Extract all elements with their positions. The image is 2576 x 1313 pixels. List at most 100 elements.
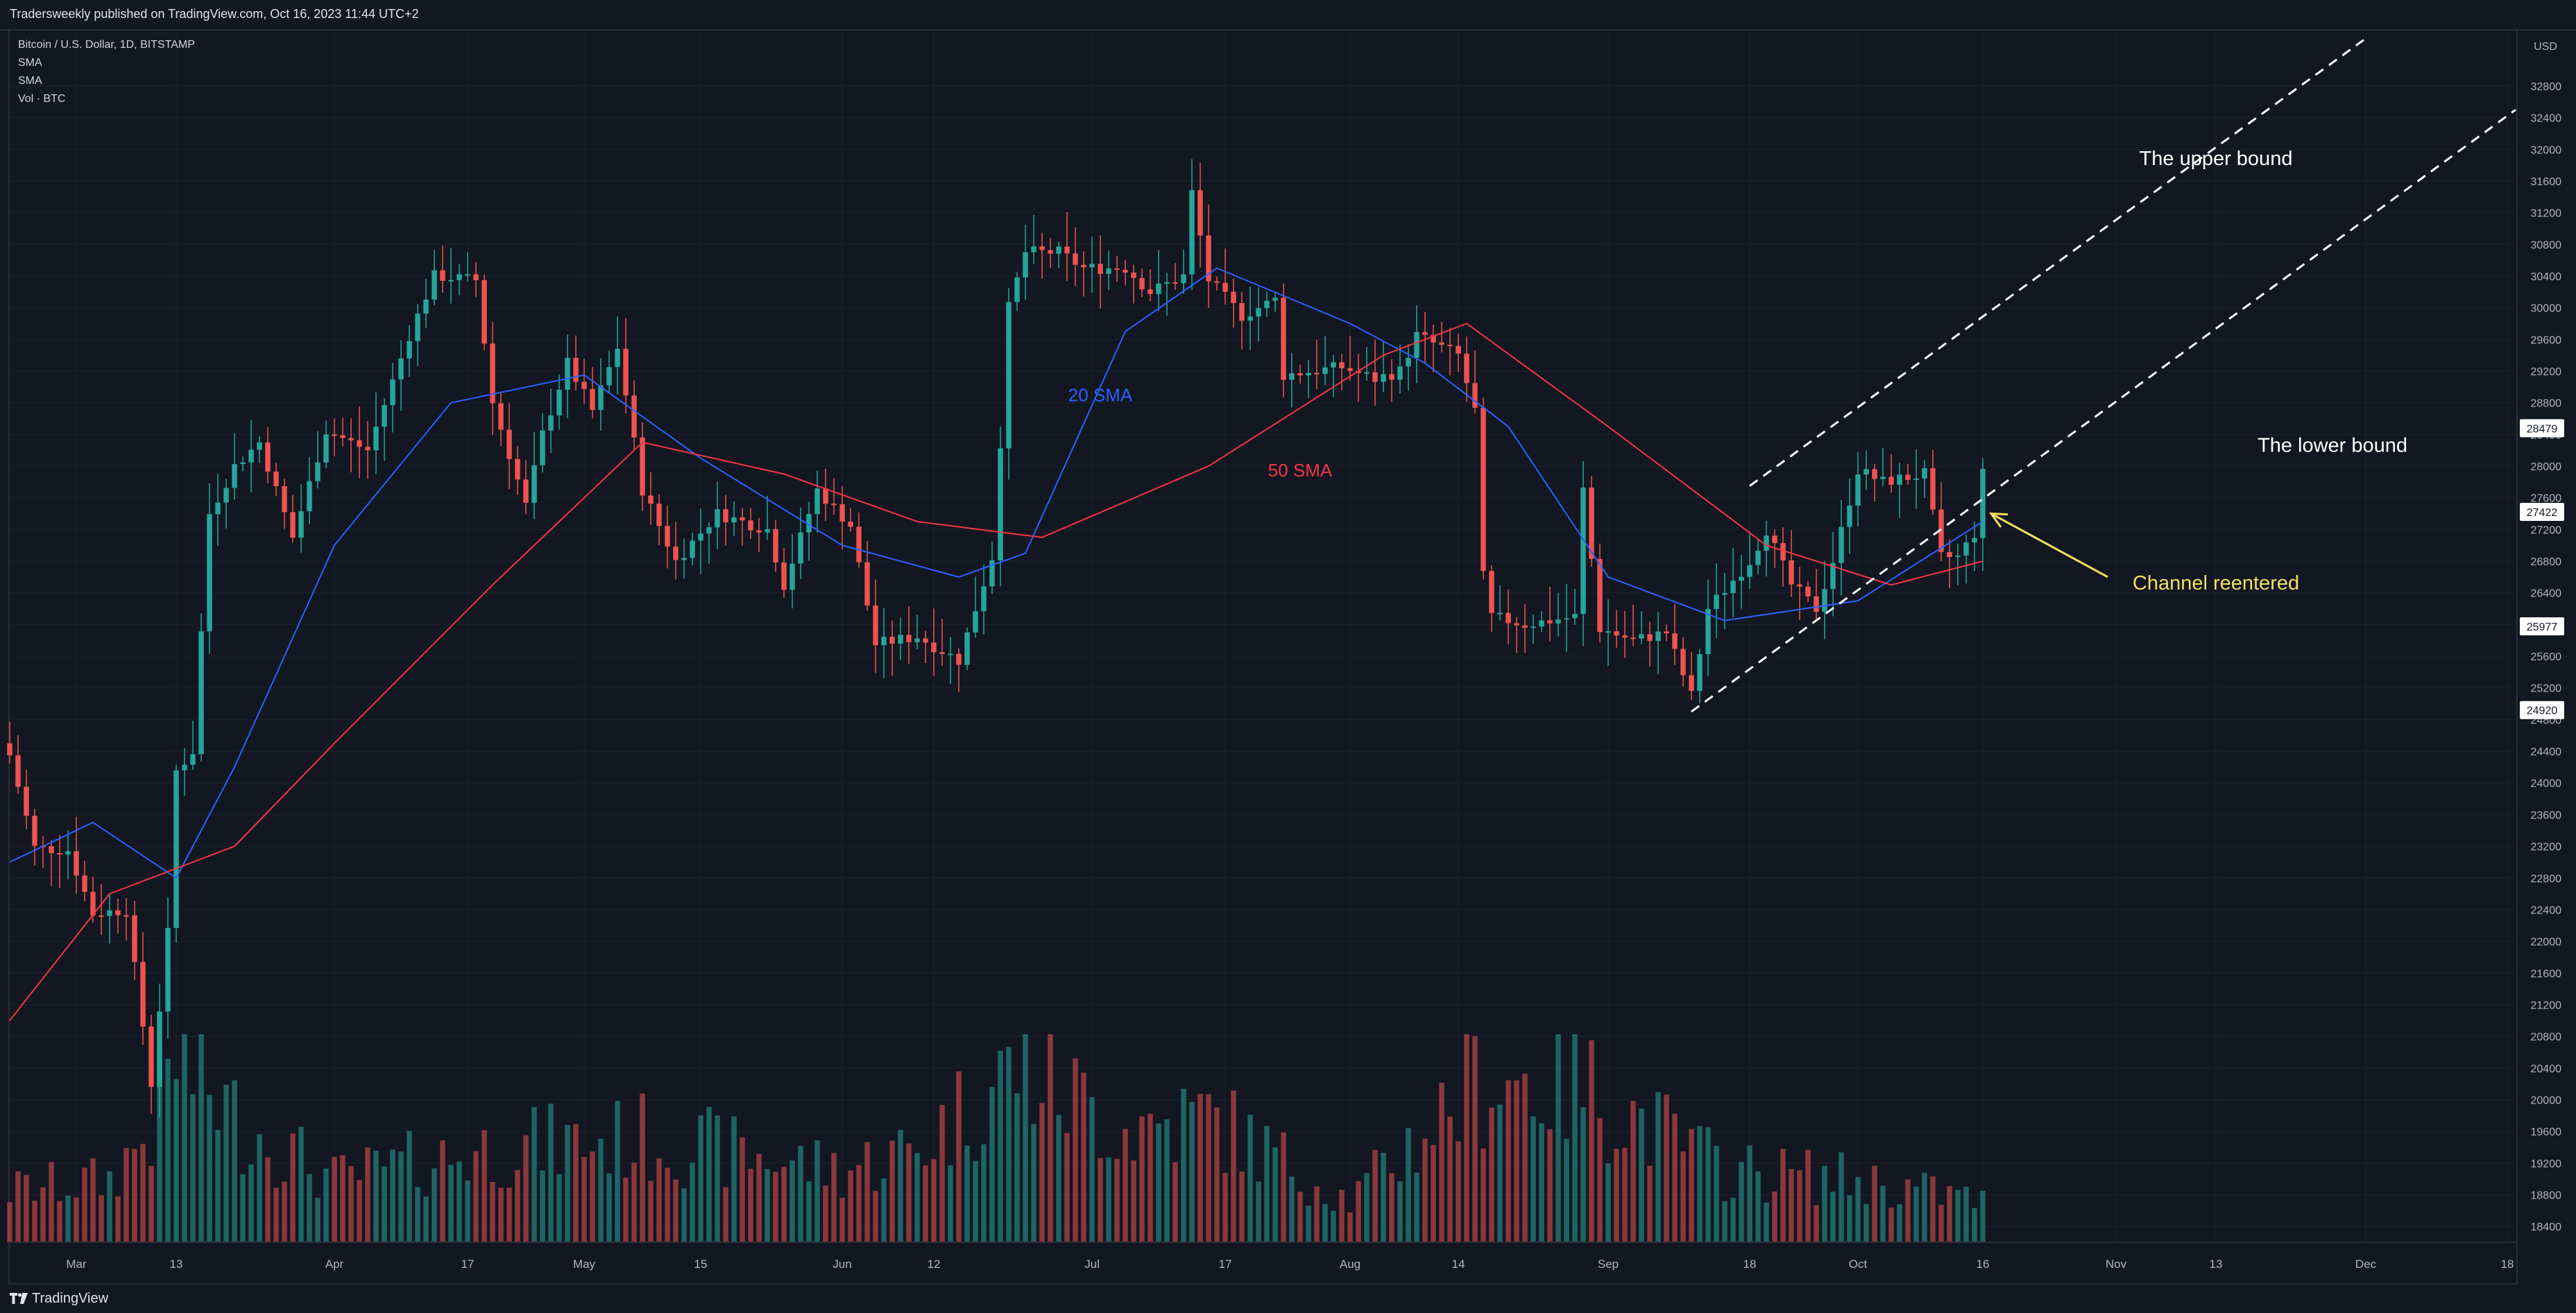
volume-bar <box>831 1153 837 1242</box>
candle-body <box>681 558 687 560</box>
price-tick-label: 22400 <box>2531 904 2562 916</box>
candle-body <box>99 915 104 917</box>
candle-body <box>765 529 770 533</box>
candle-body <box>1197 190 1203 236</box>
candle-body <box>373 427 379 451</box>
volume-bar <box>1855 1177 1861 1242</box>
volume-bar <box>1264 1126 1270 1242</box>
candle-body <box>473 274 479 280</box>
volume-bar <box>1139 1116 1145 1242</box>
channel-trendlines[interactable] <box>1691 37 2516 713</box>
candle-body <box>323 434 329 463</box>
volume-bar <box>1664 1095 1669 1242</box>
candle-body <box>1522 625 1528 628</box>
candle-body <box>1189 190 1195 275</box>
time-axis[interactable]: Mar 13 Apr 17 May 15 Jun 12 Jul 17 Aug 14 Sep 18 Oct 16… <box>8 1242 2517 1271</box>
candle-body <box>498 403 504 430</box>
candle-body <box>1814 596 1819 612</box>
volume-bar <box>1422 1138 1428 1242</box>
volume-bar <box>1397 1181 1403 1242</box>
candle-body <box>1655 631 1661 642</box>
volume-bar <box>15 1171 21 1242</box>
volume-bar <box>1764 1202 1769 1242</box>
volume-bar <box>906 1143 912 1242</box>
candle-body <box>1356 370 1361 373</box>
time-tick-label: 12 <box>928 1258 941 1271</box>
volume-bar <box>581 1157 587 1242</box>
candle-body <box>898 635 903 644</box>
volume-bar <box>1456 1141 1461 1242</box>
candle-body <box>1980 468 1986 538</box>
volume-bar <box>1772 1191 1777 1242</box>
legend-sma-2[interactable]: SMA <box>18 75 42 87</box>
volume-bar <box>182 1034 187 1242</box>
candle-body <box>1880 477 1886 479</box>
volume-bar <box>1922 1172 1927 1242</box>
volume-bar <box>1505 1080 1511 1242</box>
candle-body <box>1739 576 1744 581</box>
volume-bar <box>631 1162 637 1242</box>
candle-body <box>740 517 745 521</box>
legend-sma-1[interactable]: SMA <box>18 57 42 69</box>
volume-bar <box>1356 1181 1361 1242</box>
volume-bar <box>1081 1072 1086 1242</box>
candle-body <box>981 586 987 612</box>
candle-body <box>1331 362 1336 368</box>
price-tick-label: 23200 <box>2531 841 2562 853</box>
time-tick-label: Apr <box>325 1258 344 1271</box>
volume-bar <box>132 1149 137 1242</box>
volume-bar <box>556 1174 562 1242</box>
footer-brand[interactable]: TradingView <box>32 1291 109 1306</box>
candle-body <box>1114 268 1120 271</box>
candle-body <box>631 395 637 438</box>
annotation-arrow-head-icon <box>1988 512 2008 528</box>
legend-volume[interactable]: Vol · BTC <box>18 93 66 105</box>
volume-bar <box>998 1051 1003 1242</box>
volume-bar <box>198 1034 204 1242</box>
volume-bar <box>1672 1113 1678 1242</box>
candles <box>7 159 1986 1118</box>
candle-body <box>1639 634 1644 639</box>
volume-bar <box>1514 1080 1519 1242</box>
volume-bar <box>590 1151 595 1242</box>
volume-bar <box>32 1201 37 1242</box>
volume-bar <box>1364 1173 1370 1242</box>
volume-bar <box>57 1201 62 1242</box>
footer: TradingView <box>0 1285 2576 1313</box>
volume-bar <box>1530 1116 1536 1242</box>
candle-body <box>1264 300 1270 309</box>
price-axis[interactable]: USD 32800 32400 32000 31600 31200 30800 30400 30… <box>2516 31 2574 1285</box>
volume-bar <box>731 1116 737 1242</box>
candle-body <box>1947 551 1952 558</box>
candle-body <box>273 471 279 486</box>
volume-bar <box>49 1162 54 1242</box>
volume-bar <box>1780 1149 1786 1242</box>
candle-body <box>914 638 920 642</box>
candle-body <box>1023 252 1028 277</box>
candle-body <box>190 754 196 765</box>
candle-body <box>1381 374 1386 382</box>
time-tick-label: Mar <box>66 1258 87 1271</box>
volume-bar <box>1056 1115 1061 1242</box>
candle-body <box>706 527 712 534</box>
price-marker-label: 28479 <box>2527 423 2558 435</box>
volume-bar <box>490 1182 495 1242</box>
time-tick-label: 15 <box>694 1258 708 1271</box>
volume-bar <box>640 1093 645 1242</box>
volume-bar <box>964 1145 970 1242</box>
volume-bar <box>898 1130 903 1242</box>
candle-body <box>1922 467 1927 479</box>
candle-body <box>1039 246 1045 250</box>
candlestick-chart[interactable]: 20 SMA 50 SMA The upper bound The lower bou… <box>0 0 2576 1285</box>
candle-body <box>1031 246 1037 252</box>
legend-symbol[interactable]: Bitcoin / U.S. Dollar, 1D, BITSTAMP <box>18 39 195 51</box>
volume-bar <box>282 1181 287 1242</box>
volume-bar <box>648 1181 654 1242</box>
volume-bar <box>615 1101 620 1242</box>
volume-bar <box>989 1087 995 1242</box>
candle-body <box>964 632 970 665</box>
candle-body <box>24 787 29 816</box>
volume-bar <box>140 1144 146 1242</box>
candle-body <box>1789 560 1794 585</box>
candle-body <box>357 440 362 447</box>
